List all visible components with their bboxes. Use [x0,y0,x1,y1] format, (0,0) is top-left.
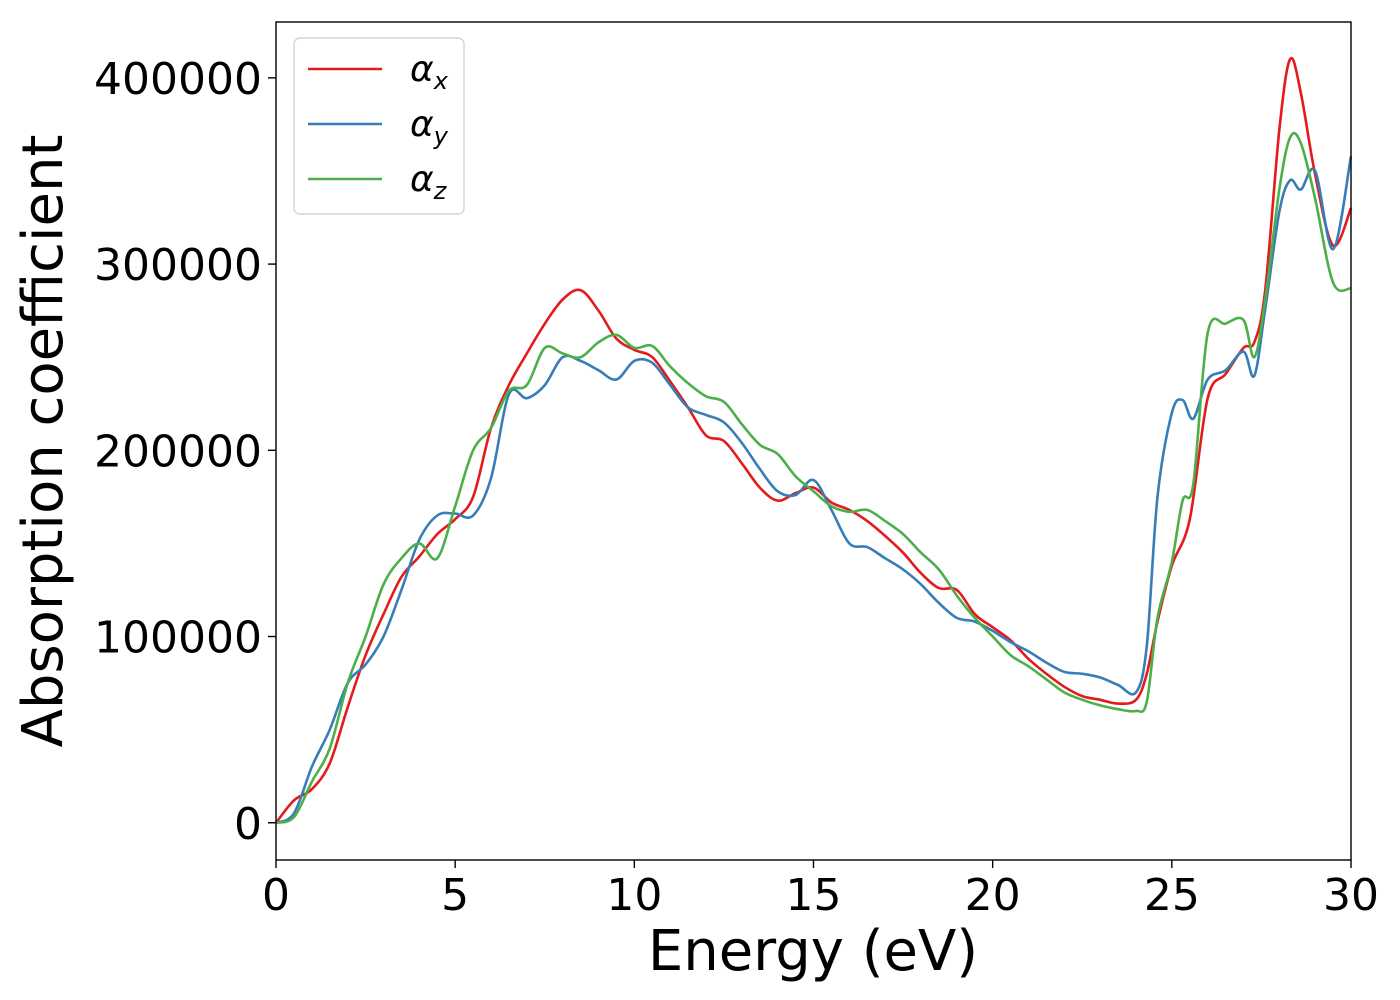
x-tick-label: 30 [1323,870,1379,921]
legend-box [293,37,465,215]
series-line-x [274,56,1353,824]
x-tick-label: 25 [1144,870,1200,921]
y-tick-label: 200000 [94,426,262,477]
x-axis-label: Energy (eV) [648,919,978,984]
y-tick-label: 300000 [94,240,262,291]
x-tick-label: 20 [965,870,1021,921]
x-tick-label: 15 [786,870,842,921]
x-tick-label: 10 [606,870,662,921]
y-axis-label: Absorption coefficient [11,135,76,748]
series-layer [274,56,1353,825]
series-line-z [275,131,1352,825]
y-tick-label: 0 [234,799,262,850]
y-tick-label: 100000 [94,613,262,664]
x-tick-label: 0 [262,870,290,921]
legend-label-x: αx [410,49,449,95]
x-axis: 0 5 10 15 20 25 30 [262,860,1379,921]
y-tick-label: 400000 [94,54,262,105]
y-axis: 0 100000 200000 300000 400000 [94,54,276,850]
series-line-y [275,155,1353,825]
x-tick-label: 5 [441,870,469,921]
